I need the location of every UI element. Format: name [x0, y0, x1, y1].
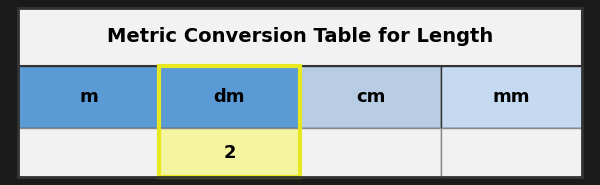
- Text: mm: mm: [493, 88, 530, 106]
- Bar: [441, 66, 582, 128]
- Bar: [159, 66, 300, 128]
- Text: 2: 2: [223, 144, 236, 162]
- Bar: [18, 128, 159, 177]
- Bar: [18, 66, 159, 128]
- Bar: [300, 128, 441, 177]
- Text: cm: cm: [356, 88, 385, 106]
- Text: m: m: [79, 88, 98, 106]
- Text: dm: dm: [214, 88, 245, 106]
- Bar: [441, 128, 582, 177]
- Bar: [300, 66, 441, 128]
- Text: Metric Conversion Table for Length: Metric Conversion Table for Length: [107, 28, 493, 46]
- Bar: [159, 66, 300, 177]
- Bar: [159, 128, 300, 177]
- Bar: [18, 8, 582, 66]
